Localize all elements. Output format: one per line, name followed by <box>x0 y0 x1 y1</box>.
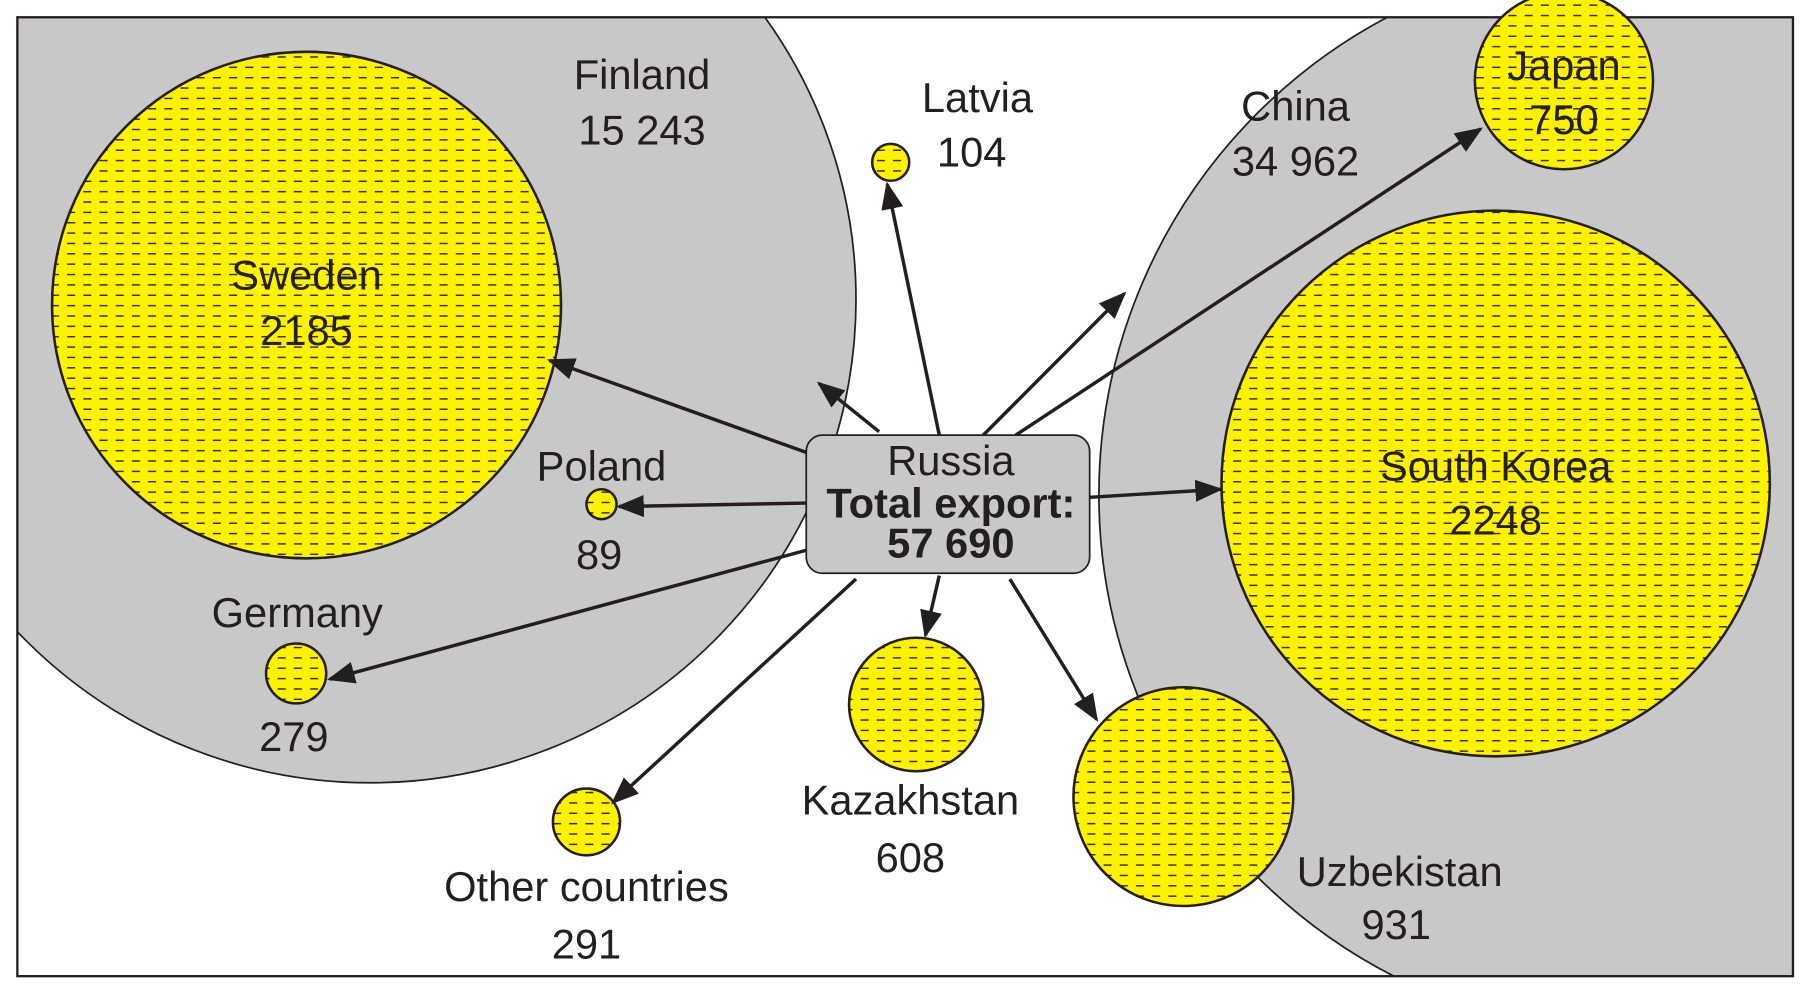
center-label: Russia <box>887 437 1015 484</box>
center-value: 57 690 <box>887 520 1014 567</box>
node-value: 34 962 <box>1232 138 1359 185</box>
node-label: Kazakhstan <box>802 777 1020 824</box>
latvia-circle <box>870 142 911 182</box>
node-value: 279 <box>259 713 328 760</box>
poland-circle <box>585 487 618 521</box>
arrow <box>616 495 807 518</box>
arrow <box>611 577 858 805</box>
node-label: Finland <box>574 51 711 98</box>
arrow <box>1008 578 1099 722</box>
arrow <box>881 181 941 436</box>
node-value: 89 <box>576 531 622 578</box>
node-value: 931 <box>1361 901 1430 948</box>
sweden-circle <box>50 50 563 560</box>
arrow <box>326 548 807 684</box>
node-label: Poland <box>537 443 667 490</box>
node-label: Japan <box>1507 42 1620 89</box>
russia-box <box>805 434 1091 575</box>
other-circle <box>551 787 622 857</box>
frame <box>16 16 1795 978</box>
node-value: 608 <box>876 834 945 881</box>
arrow <box>816 381 881 434</box>
node-label: Latvia <box>922 74 1034 121</box>
arrow <box>1014 127 1483 437</box>
arrow <box>546 358 807 455</box>
node-label: Sweden <box>231 252 381 299</box>
arrow <box>920 575 942 639</box>
node-label: China <box>1241 82 1351 129</box>
node-label: Germany <box>212 589 383 636</box>
germany-circle <box>264 642 328 705</box>
node-label: Uzbekistan <box>1297 848 1503 895</box>
kazakhstan-circle <box>847 636 985 773</box>
node-label: Other countries <box>444 863 729 910</box>
node-label: South Korea <box>1380 443 1612 490</box>
node-value: 2185 <box>260 307 353 354</box>
arrow <box>982 291 1127 437</box>
uzbekistan-circle <box>1072 685 1295 908</box>
node-value: 2248 <box>1449 497 1542 544</box>
arrows <box>326 127 1483 805</box>
node-value: 750 <box>1529 96 1598 143</box>
japan-circle <box>1473 0 1655 171</box>
node-value: 15 243 <box>578 107 705 154</box>
node-value: 104 <box>937 128 1006 175</box>
center-title: Total export: <box>826 480 1075 527</box>
node-value: 291 <box>552 920 621 967</box>
arrow <box>1089 479 1224 502</box>
